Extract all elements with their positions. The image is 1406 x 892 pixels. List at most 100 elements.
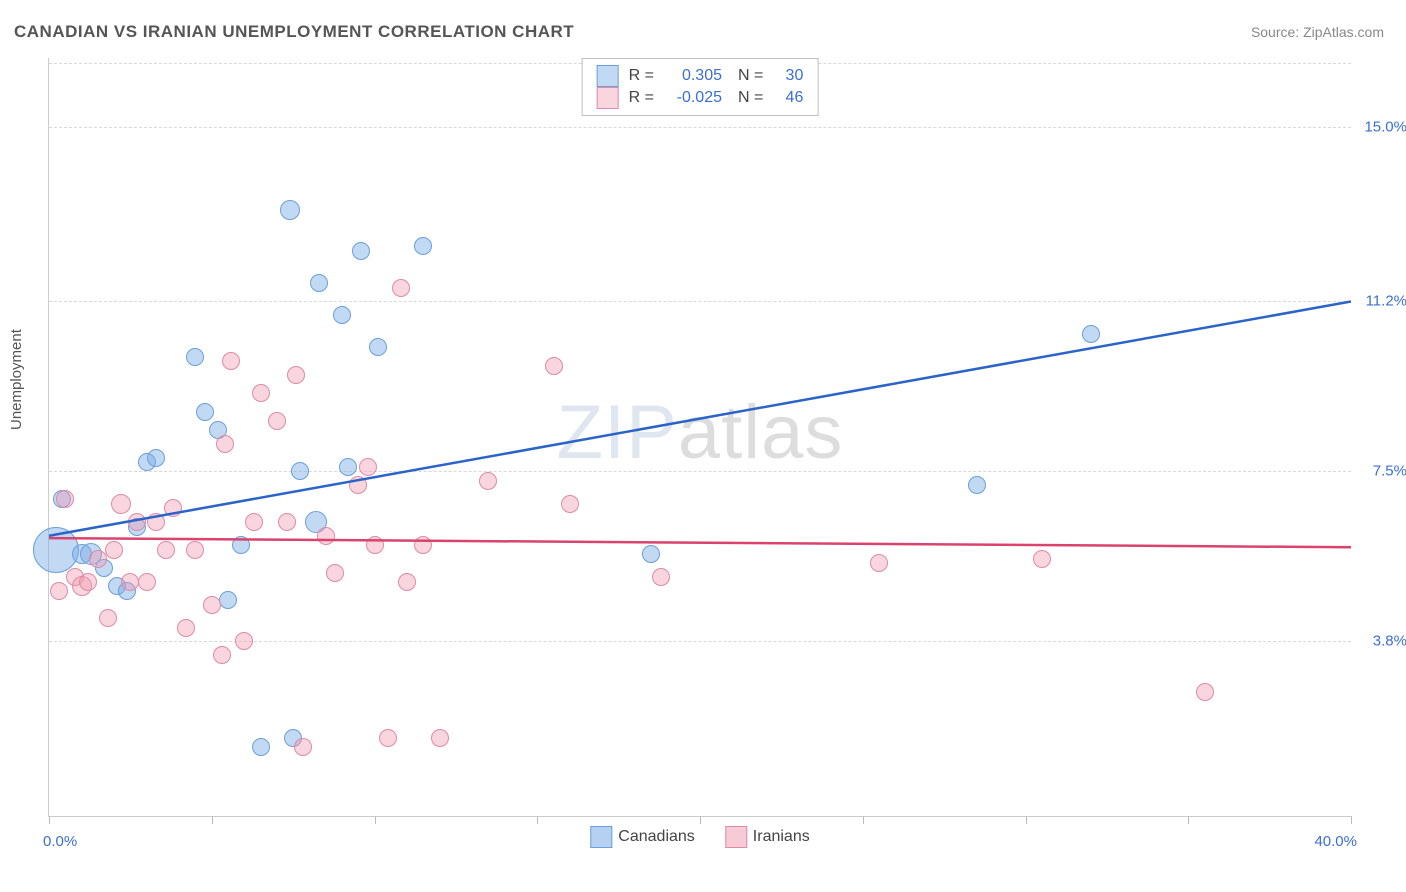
point-iranians xyxy=(157,541,175,559)
y-tick-label: 11.2% xyxy=(1357,293,1406,310)
legend-item-iranians: Iranians xyxy=(725,826,810,848)
r-value-canadians: 0.305 xyxy=(664,65,722,87)
point-canadians xyxy=(414,237,432,255)
watermark-zip: ZIP xyxy=(557,390,678,475)
point-iranians xyxy=(50,582,68,600)
n-label: N = xyxy=(738,65,763,87)
legend-row-canadians: R = 0.305 N = 30 xyxy=(597,65,804,87)
r-value-iranians: -0.025 xyxy=(664,87,722,109)
point-canadians xyxy=(352,242,370,260)
swatch-canadians xyxy=(590,826,612,848)
r-label: R = xyxy=(629,87,654,109)
point-canadians xyxy=(1082,325,1100,343)
point-iranians xyxy=(268,412,286,430)
point-iranians xyxy=(216,435,234,453)
point-iranians xyxy=(56,490,74,508)
point-iranians xyxy=(186,541,204,559)
point-iranians xyxy=(349,476,367,494)
x-tick xyxy=(375,816,376,824)
point-canadians xyxy=(232,536,250,554)
point-iranians xyxy=(545,357,563,375)
n-value-canadians: 30 xyxy=(773,65,803,87)
legend-label: Iranians xyxy=(753,828,810,845)
point-iranians xyxy=(245,513,263,531)
point-canadians xyxy=(252,738,270,756)
source-label: Source: ZipAtlas.com xyxy=(1251,24,1384,40)
point-iranians xyxy=(1196,683,1214,701)
n-label: N = xyxy=(738,87,763,109)
point-canadians xyxy=(369,338,387,356)
point-canadians xyxy=(642,545,660,563)
point-iranians xyxy=(287,366,305,384)
point-iranians xyxy=(79,573,97,591)
series-legend: Canadians Iranians xyxy=(590,826,809,848)
legend-item-canadians: Canadians xyxy=(590,826,695,848)
x-tick xyxy=(49,816,50,824)
legend-label: Canadians xyxy=(618,828,695,845)
regression-line xyxy=(49,301,1351,535)
point-canadians xyxy=(968,476,986,494)
point-iranians xyxy=(359,458,377,476)
point-iranians xyxy=(138,573,156,591)
point-iranians xyxy=(111,494,131,514)
watermark-atlas: atlas xyxy=(678,390,844,475)
point-iranians xyxy=(235,632,253,650)
point-iranians xyxy=(252,384,270,402)
point-iranians xyxy=(164,499,182,517)
swatch-canadians xyxy=(597,65,619,87)
swatch-iranians xyxy=(597,87,619,109)
gridline xyxy=(49,471,1351,472)
point-iranians xyxy=(294,738,312,756)
point-canadians xyxy=(219,591,237,609)
point-canadians xyxy=(280,200,300,220)
point-iranians xyxy=(317,527,335,545)
point-canadians xyxy=(186,348,204,366)
x-min-label: 0.0% xyxy=(43,833,77,850)
x-tick xyxy=(1351,816,1352,824)
gridline xyxy=(49,127,1351,128)
point-iranians xyxy=(366,536,384,554)
point-canadians xyxy=(196,403,214,421)
correlation-legend: R = 0.305 N = 30 R = -0.025 N = 46 xyxy=(582,58,819,116)
point-iranians xyxy=(414,536,432,554)
point-canadians xyxy=(291,462,309,480)
point-iranians xyxy=(203,596,221,614)
point-iranians xyxy=(147,513,165,531)
x-tick xyxy=(212,816,213,824)
point-canadians xyxy=(339,458,357,476)
regression-lines xyxy=(49,58,1351,816)
x-max-label: 40.0% xyxy=(1314,833,1357,850)
point-canadians xyxy=(147,449,165,467)
point-iranians xyxy=(128,513,146,531)
chart-title: CANADIAN VS IRANIAN UNEMPLOYMENT CORRELA… xyxy=(14,22,574,42)
plot-area: ZIPatlas R = 0.305 N = 30 R = -0.025 N =… xyxy=(48,58,1351,817)
swatch-iranians xyxy=(725,826,747,848)
point-iranians xyxy=(1033,550,1051,568)
point-iranians xyxy=(398,573,416,591)
x-tick xyxy=(1026,816,1027,824)
n-value-iranians: 46 xyxy=(773,87,803,109)
y-tick-label: 7.5% xyxy=(1357,463,1406,480)
point-iranians xyxy=(431,729,449,747)
point-iranians xyxy=(561,495,579,513)
r-label: R = xyxy=(629,65,654,87)
x-tick xyxy=(1188,816,1189,824)
gridline xyxy=(49,301,1351,302)
point-iranians xyxy=(222,352,240,370)
x-tick xyxy=(863,816,864,824)
point-iranians xyxy=(99,609,117,627)
legend-row-iranians: R = -0.025 N = 46 xyxy=(597,87,804,109)
point-iranians xyxy=(278,513,296,531)
point-iranians xyxy=(177,619,195,637)
point-iranians xyxy=(379,729,397,747)
chart-container: CANADIAN VS IRANIAN UNEMPLOYMENT CORRELA… xyxy=(0,0,1406,892)
point-iranians xyxy=(652,568,670,586)
point-iranians xyxy=(89,550,107,568)
point-iranians xyxy=(326,564,344,582)
point-iranians xyxy=(213,646,231,664)
point-iranians xyxy=(105,541,123,559)
y-axis-label: Unemployment xyxy=(8,329,25,430)
point-iranians xyxy=(392,279,410,297)
point-iranians xyxy=(870,554,888,572)
point-canadians xyxy=(333,306,351,324)
